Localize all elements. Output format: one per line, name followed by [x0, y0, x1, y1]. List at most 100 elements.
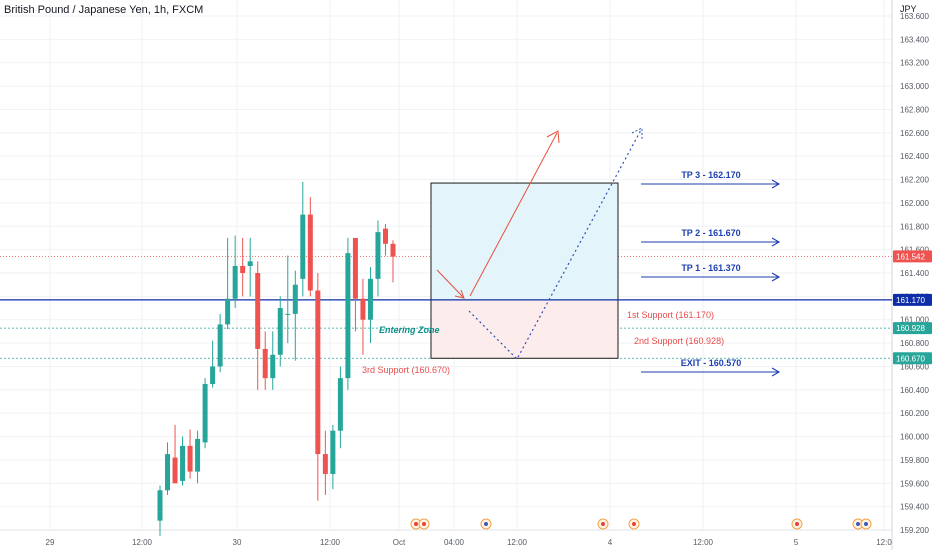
x-tick-label: 12:00 — [507, 538, 528, 547]
entry-arrow — [436, 269, 464, 298]
x-tick-label: 30 — [233, 538, 242, 547]
price-badge-text: 161.542 — [896, 252, 925, 261]
event-marker-dot-icon — [601, 522, 605, 526]
candle-up[interactable] — [277, 308, 283, 355]
x-tick-label: 4 — [608, 538, 613, 547]
candle-up[interactable] — [367, 278, 373, 320]
x-tick-label: 12:00 — [693, 538, 714, 547]
candle-up[interactable] — [180, 445, 186, 481]
second-support-label: 2nd Support (160.928) — [634, 336, 724, 346]
y-tick-label: 162.600 — [900, 129, 929, 138]
y-tick-label: 161.800 — [900, 222, 929, 231]
profit-zone-fill — [431, 183, 618, 300]
candle-up[interactable] — [285, 313, 291, 315]
chart-title: British Pound / Japanese Yen, 1h, FXCM — [4, 4, 204, 16]
y-tick-label: 161.000 — [900, 316, 929, 325]
target-arrowhead — [771, 367, 781, 377]
x-tick-label: 12:00 — [320, 538, 341, 547]
y-tick-label: 163.400 — [900, 35, 929, 44]
bullish-arrow — [469, 132, 558, 297]
candle-down[interactable] — [382, 228, 388, 244]
candle-down[interactable] — [255, 273, 261, 349]
y-tick-label: 161.400 — [900, 269, 929, 278]
bullish-arrowhead — [546, 130, 560, 144]
candle-up[interactable] — [195, 438, 201, 472]
currency-label: JPY — [900, 4, 917, 14]
candle-up[interactable] — [330, 430, 336, 474]
x-tick-label: 29 — [46, 538, 55, 547]
candle-down[interactable] — [262, 348, 268, 379]
candle-up[interactable] — [337, 378, 343, 431]
candle-up[interactable] — [375, 232, 381, 279]
candle-down[interactable] — [172, 457, 178, 484]
x-tick-label: 12:00 — [132, 538, 153, 547]
y-tick-label: 162.400 — [900, 152, 929, 161]
candle-up[interactable] — [247, 261, 253, 266]
y-tick-label: 161.600 — [900, 246, 929, 255]
risk-zone-fill — [431, 299, 618, 359]
event-marker-dot-icon — [632, 522, 636, 526]
candle-down[interactable] — [322, 454, 328, 474]
candle-up[interactable] — [165, 454, 171, 491]
y-tick-label: 159.400 — [900, 503, 929, 512]
y-tick-label: 160.600 — [900, 362, 929, 371]
event-marker-dot-icon — [422, 522, 426, 526]
y-tick-label: 163.000 — [900, 82, 929, 91]
y-tick-label: 162.800 — [900, 105, 929, 114]
alternative-path-arrowhead — [631, 127, 643, 140]
candle-up[interactable] — [232, 265, 238, 299]
y-tick-label: 162.200 — [900, 176, 929, 185]
first-support-label: 1st Support (161.170) — [627, 310, 714, 320]
price-badge — [893, 250, 932, 263]
x-tick-label: 5 — [794, 538, 799, 547]
price-badge-text: 161.170 — [896, 296, 925, 305]
y-tick-label: 163.600 — [900, 12, 929, 21]
target-label: TP 3 - 162.170 — [681, 170, 740, 180]
candle-down[interactable] — [390, 243, 396, 257]
price-badge-text: 160.670 — [896, 354, 925, 363]
candle-down[interactable] — [307, 214, 313, 291]
target-label: EXIT - 160.570 — [681, 358, 742, 368]
target-arrowhead — [771, 179, 781, 189]
y-tick-label: 162.000 — [900, 199, 929, 208]
candle-down[interactable] — [352, 237, 358, 299]
alternative-path-arrow — [468, 129, 642, 360]
candle-up[interactable] — [225, 298, 231, 325]
y-tick-label: 160.800 — [900, 339, 929, 348]
y-tick-label: 160.200 — [900, 409, 929, 418]
target-arrowhead — [771, 272, 781, 282]
y-tick-label: 159.600 — [900, 479, 929, 488]
candle-up[interactable] — [300, 214, 306, 279]
entering-zone-label: Entering Zone — [379, 325, 440, 335]
candle-up[interactable] — [202, 383, 208, 443]
candle-up[interactable] — [270, 354, 276, 379]
third-support-label: 3rd Support (160.670) — [362, 365, 450, 375]
target-arrowhead — [771, 237, 781, 247]
target-label: TP 1 - 161.370 — [681, 263, 740, 273]
event-marker-dot-icon — [484, 522, 488, 526]
trade-zone-box[interactable] — [430, 182, 619, 359]
candle-up[interactable] — [217, 324, 223, 367]
event-marker-dot-icon — [414, 522, 418, 526]
entry-arrowhead — [454, 289, 465, 299]
y-tick-label: 160.400 — [900, 386, 929, 395]
price-badge — [893, 352, 932, 365]
candle-down[interactable] — [187, 445, 193, 472]
target-label: TP 2 - 161.670 — [681, 228, 740, 238]
y-tick-label: 163.200 — [900, 59, 929, 68]
candle-down[interactable] — [360, 298, 366, 320]
event-marker-dot-icon — [864, 522, 868, 526]
x-tick-label: Oct — [393, 538, 406, 547]
candle-down[interactable] — [240, 265, 246, 273]
candle-down[interactable] — [315, 290, 321, 455]
event-marker-dot-icon — [795, 522, 799, 526]
candle-up[interactable] — [157, 490, 163, 521]
x-tick-label: 12:0 — [876, 538, 892, 547]
price-badge — [893, 293, 932, 306]
event-marker-dot-icon — [856, 522, 860, 526]
candle-up[interactable] — [210, 366, 216, 384]
candle-up[interactable] — [292, 284, 298, 314]
candle-up[interactable] — [345, 253, 351, 379]
